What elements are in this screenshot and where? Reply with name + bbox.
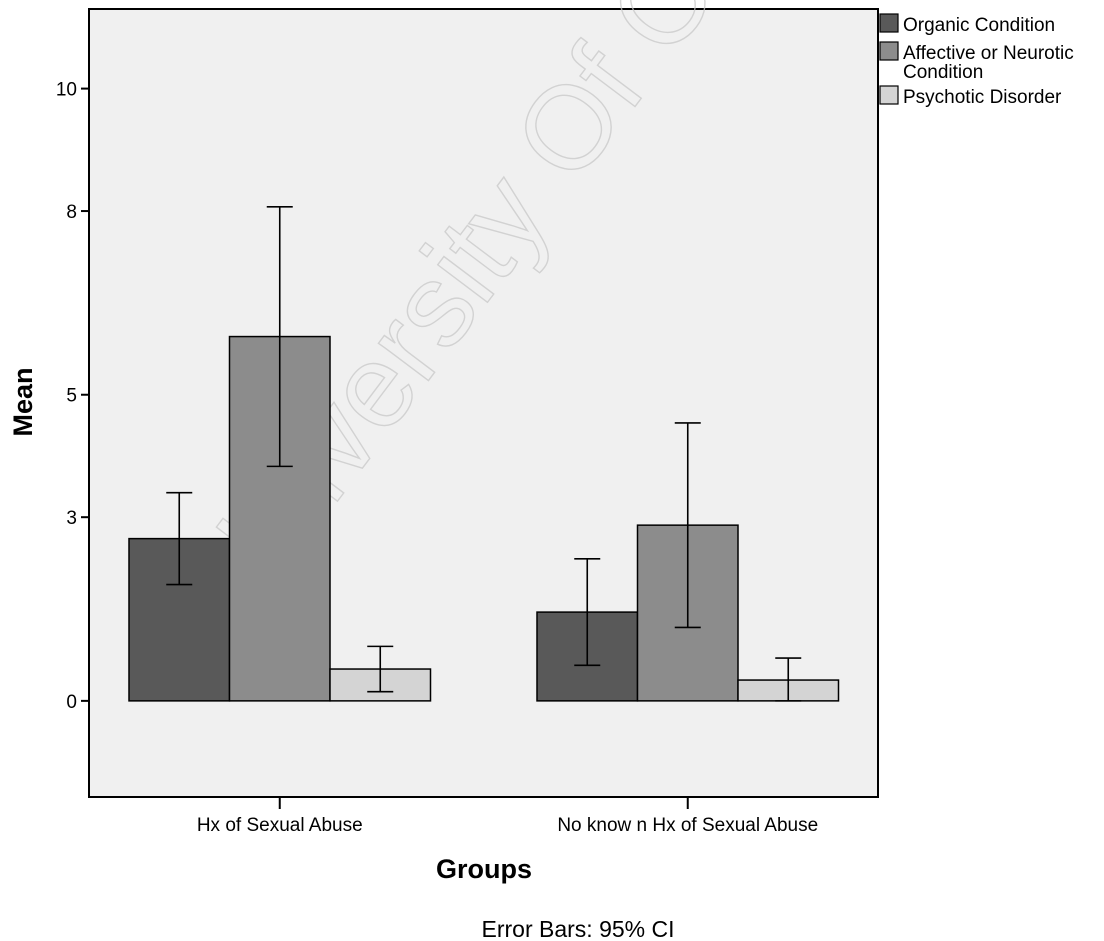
legend-label-line-1: Affective or Neurotic [903,43,1074,64]
y-axis-title: Mean [8,367,38,436]
x-tick-label-2: No know n Hx of Sexual Abuse [557,815,818,836]
legend: Organic Condition Affective or NeuroticCo… [879,13,1074,108]
legend-swatch [879,41,899,61]
y-tick-label-2: 5 [66,386,77,407]
x-tick-label-1: Hx of Sexual Abuse [197,815,363,836]
error-bar-2-3 [775,657,802,702]
error-bar-2-1 [574,558,601,667]
error-bars-footnote: Error Bars: 95% CI [482,916,675,941]
error-bar-2-2 [674,422,701,629]
legend-item-3: Psychotic Disorder [879,85,1062,108]
legend-item-1: Organic Condition [879,13,1055,36]
error-bar-1-1 [166,491,193,586]
legend-label-line-1: Organic Condition [903,15,1055,36]
legend-swatch [879,13,899,33]
y-axis: 0 3 5 8 10 [56,80,89,713]
error-bar-1-2 [266,205,293,468]
x-axis-title: Groups [436,854,532,884]
legend-label-line-2: Condition [903,62,983,83]
error-bar-1-3 [367,645,394,693]
error-bars [166,205,802,702]
y-tick-label-3: 8 [66,202,77,223]
legend-label-line-1: Psychotic Disorder [903,87,1062,108]
y-tick-label-1: 3 [66,508,77,529]
legend-swatch [879,85,899,105]
x-axis: Hx of Sexual Abuse No know n Hx of Sexual… [197,797,818,836]
y-tick-label-0: 0 [66,692,77,713]
y-tick-label-4: 10 [56,80,77,101]
